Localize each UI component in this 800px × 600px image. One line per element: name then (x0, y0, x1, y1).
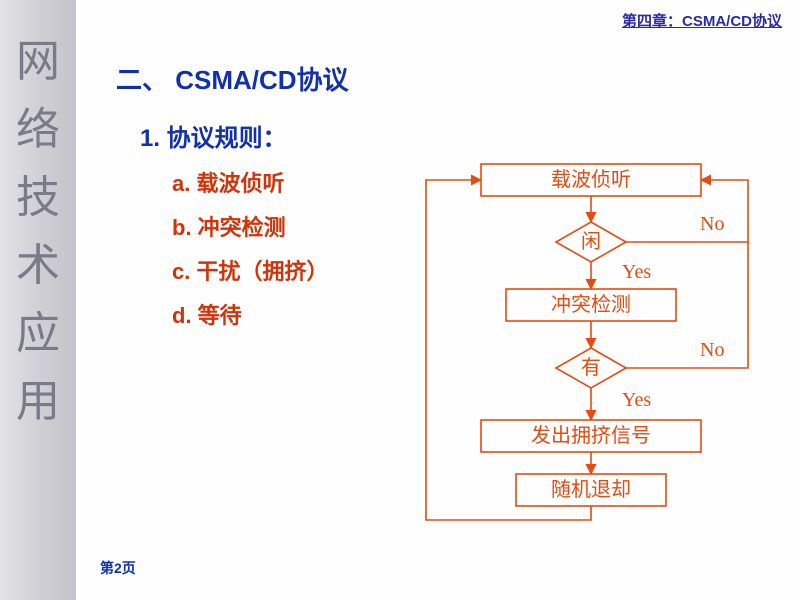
page-number: 第2页 (100, 558, 136, 578)
svg-text:随机退却: 随机退却 (551, 478, 631, 501)
flowchart: 载波侦听闲冲突检测有发出拥挤信号随机退却 Yes Yes No No (396, 150, 786, 550)
main-content: 第四章：CSMA/CD协议 二、 CSMA/CD协议 1. 协议规则： a. 载… (76, 0, 800, 600)
sidebar-char-2: 技 (16, 176, 60, 220)
subhead: 1. 协议规则： (140, 118, 287, 153)
rule-b: b. 冲突检测 (172, 210, 286, 242)
sidebar-char-5: 用 (16, 380, 60, 424)
svg-text:No: No (700, 213, 724, 235)
section-number: 二、 (116, 65, 168, 95)
section-title: 二、 CSMA/CD协议 (116, 60, 349, 97)
sidebar-char-0: 网 (16, 40, 60, 84)
svg-text:冲突检测: 冲突检测 (551, 293, 631, 316)
svg-text:发出拥挤信号: 发出拥挤信号 (531, 424, 651, 447)
svg-text:No: No (700, 339, 724, 361)
rule-d: d. 等待 (172, 298, 242, 330)
svg-text:Yes: Yes (622, 261, 651, 283)
svg-text:闲: 闲 (581, 230, 601, 253)
sidebar: 网 络 技 术 应 用 (0, 0, 76, 600)
svg-text:载波侦听: 载波侦听 (551, 168, 631, 191)
sidebar-char-1: 络 (16, 108, 60, 152)
svg-text:Yes: Yes (622, 389, 651, 411)
chapter-link[interactable]: 第四章：CSMA/CD协议 (622, 10, 782, 31)
sidebar-char-4: 应 (16, 312, 60, 356)
rule-a: a. 载波侦听 (172, 166, 284, 198)
section-title-text: CSMA/CD协议 (175, 65, 348, 95)
sidebar-char-3: 术 (16, 244, 60, 288)
svg-text:有: 有 (581, 356, 601, 379)
rule-c: c. 干扰（拥挤） (172, 254, 328, 286)
